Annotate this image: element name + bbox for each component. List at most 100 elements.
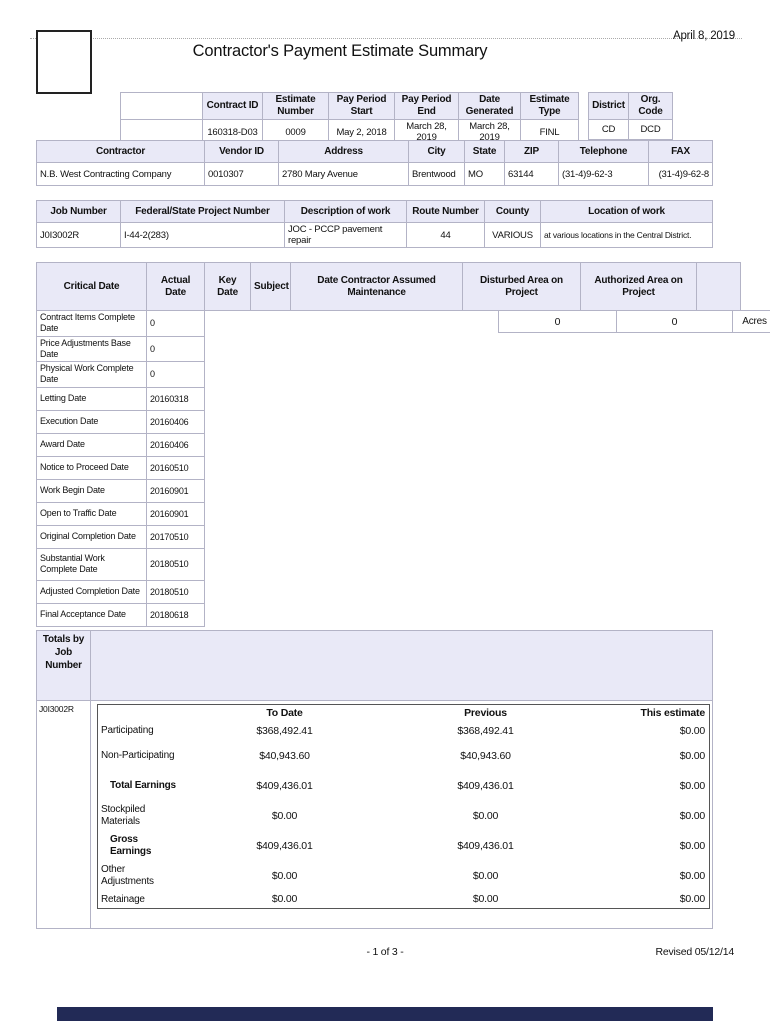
totals-job-number: J0I3002R (36, 700, 91, 929)
critical-row-label: Award Date (36, 432, 147, 457)
county-value: VARIOUS (484, 222, 541, 248)
critical-row-label: Contract Items Complete Date (36, 310, 147, 337)
pay-period-start-header: Pay Period Start (328, 92, 395, 120)
job-table: Job Number Federal/State Project Number … (36, 200, 713, 248)
totals-previous: $0.00 (472, 809, 499, 822)
critical-row-label: Final Acceptance Date (36, 602, 147, 627)
route-number-value: 44 (406, 222, 485, 248)
totals-inner-table: To Date Previous This estimate Participa… (97, 704, 710, 909)
critical-row-label: Price Adjustments Base Date (36, 335, 147, 362)
totals-previous: $40,943.60 (460, 749, 511, 762)
org-code-header: Org. Code (628, 92, 673, 120)
page-number: - 1 of 3 - (366, 946, 404, 958)
totals-to-date: $409,436.01 (256, 839, 313, 852)
project-number-value: I-44-2(283) (120, 222, 285, 248)
totals-previous: $409,436.01 (457, 839, 514, 852)
totals-this-estimate: $0.00 (679, 779, 705, 792)
critical-dates-header: Critical Date Actual Date Key Date Subje… (36, 262, 741, 311)
critical-row-label: Open to Traffic Date (36, 501, 147, 526)
description-header: Description of work (284, 200, 407, 223)
pay-period-end-header: Pay Period End (394, 92, 459, 120)
description-value: JOC - PCCP pavement repair (284, 222, 407, 248)
totals-this-estimate: $0.00 (679, 869, 705, 882)
estimate-number-header: Estimate Number (262, 92, 329, 120)
totals-this-estimate: $0.00 (679, 724, 705, 737)
critical-row-value: 20160318 (146, 386, 205, 411)
job-number-header: Job Number (36, 200, 121, 223)
district-value: CD (588, 119, 629, 140)
district-header: District (588, 92, 629, 120)
totals-to-date: $368,492.41 (256, 724, 313, 737)
totals-row-label: Other Adjustments (101, 864, 154, 887)
area-values-row: 0 0 Acres (498, 310, 770, 333)
totals-table: Totals by Job Number J0I3002R To Date Pr… (36, 630, 713, 929)
contract-info-table: Contract ID Estimate Number Pay Period S… (120, 92, 579, 145)
subject-header: Subject (250, 262, 291, 311)
to-date-column-header: To Date (266, 706, 303, 719)
totals-section-title: Totals by Job Number (36, 630, 91, 701)
critical-row-value: 20160406 (146, 432, 205, 457)
critical-row-value: 20160406 (146, 409, 205, 434)
document-date: April 8, 2019 (673, 30, 735, 42)
totals-this-estimate: $0.00 (679, 749, 705, 762)
job-number-value: J0I3002R (36, 222, 121, 248)
totals-this-estimate: $0.00 (679, 839, 705, 852)
critical-row-value: 0 (146, 361, 205, 388)
totals-to-date: $0.00 (271, 869, 298, 882)
critical-row-value: 20180510 (146, 547, 205, 581)
contract-id-header: Contract ID (202, 92, 263, 120)
fax-header: FAX (648, 140, 713, 163)
critical-row-label: Substantial Work Complete Date (36, 547, 147, 581)
contractor-table: Contractor Vendor ID Address City State … (36, 140, 713, 186)
estimate-type-header: Estimate Type (520, 92, 579, 120)
totals-to-date: $0.00 (271, 809, 298, 822)
totals-to-date: $0.00 (271, 893, 298, 906)
totals-previous: $368,492.41 (457, 724, 514, 737)
critical-row-label: Notice to Proceed Date (36, 455, 147, 480)
totals-row-label: Gross Earnings (110, 834, 152, 857)
revision-note: Revised 05/12/14 (655, 946, 734, 958)
maintenance-header: Date Contractor Assumed Maintenance (290, 262, 463, 311)
totals-row-label: Retainage (101, 893, 145, 905)
org-code-value: DCD (628, 119, 673, 140)
key-date-header: Key Date (204, 262, 251, 311)
totals-header-band (90, 630, 713, 701)
city-header: City (408, 140, 465, 163)
critical-row-value: 20170510 (146, 524, 205, 549)
contractor-header: Contractor (36, 140, 205, 163)
address-header: Address (278, 140, 409, 163)
critical-row-value: 20160901 (146, 478, 205, 503)
bottom-bar (57, 1007, 713, 1021)
critical-row-value: 20180618 (146, 602, 205, 627)
zip-header: ZIP (504, 140, 559, 163)
address-value: 2780 Mary Avenue (278, 162, 409, 186)
zip-value: 63144 (504, 162, 559, 186)
critical-row-label: Execution Date (36, 409, 147, 434)
actual-date-header: Actual Date (146, 262, 205, 311)
project-number-header: Federal/State Project Number (120, 200, 285, 223)
critical-row-value: 0 (146, 310, 205, 337)
state-header: State (464, 140, 505, 163)
critical-row-label: Letting Date (36, 386, 147, 411)
critical-row-value: 0 (146, 335, 205, 362)
authorized-area-value: 0 (616, 310, 733, 333)
state-value: MO (464, 162, 505, 186)
route-number-header: Route Number (406, 200, 485, 223)
page-title: Contractor's Payment Estimate Summary (192, 42, 488, 60)
district-org-table: District Org. Code CD DCD (588, 92, 673, 140)
critical-row-label: Work Begin Date (36, 478, 147, 503)
totals-to-date: $40,943.60 (259, 749, 310, 762)
critical-row-label: Physical Work Complete Date (36, 361, 147, 388)
critical-date-header: Critical Date (36, 262, 147, 311)
contract-blank-header (120, 92, 203, 120)
vendor-id-value: 0010307 (204, 162, 279, 186)
critical-row-label: Original Completion Date (36, 524, 147, 549)
previous-column-header: Previous (464, 706, 507, 719)
totals-col-blank (98, 705, 182, 721)
city-value: Brentwood (408, 162, 465, 186)
totals-body-cell: To Date Previous This estimate Participa… (90, 700, 713, 929)
location-value: at various locations in the Central Dist… (540, 222, 713, 248)
totals-row-label: Participating (101, 724, 154, 736)
vendor-id-header: Vendor ID (204, 140, 279, 163)
